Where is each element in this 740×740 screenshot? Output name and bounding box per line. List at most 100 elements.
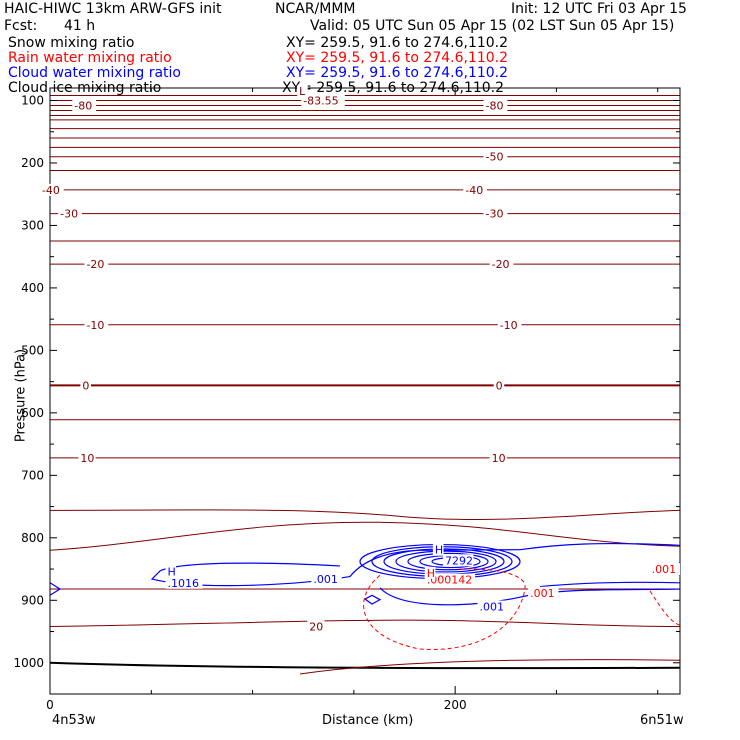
- isotherm-label-bg: [463, 183, 488, 196]
- isotherm-label-bg: [497, 318, 522, 331]
- isotherm-label-bg: [483, 150, 508, 163]
- rain-water-contour: [363, 568, 526, 650]
- isotherm-line: [49, 521, 681, 551]
- field-label-snow: Snow mixing ratio: [8, 35, 135, 51]
- init-time: Init: 12 UTC Fri 03 Apr 15: [511, 1, 687, 17]
- contour-labels: -80 -80-83.55L-50-40 -40-30 -30-20 -20-10 -10…: [39, 85, 681, 634]
- y-tick-label: 300: [21, 218, 44, 232]
- y-tick-label: 200: [21, 156, 44, 170]
- isotherm-label-bg: [493, 379, 505, 392]
- temperature-isotherms: [49, 94, 681, 675]
- y-tick-label: 700: [21, 468, 44, 482]
- cloud-water-contour: [49, 582, 62, 596]
- y-tick-label: 100: [21, 93, 44, 107]
- field-xy-rain: XY= 259.5, 91.6 to 274.6,110.2: [286, 50, 509, 66]
- cloud-water-contour: [363, 594, 382, 605]
- cloud-water-label: H: [435, 544, 443, 557]
- isotherm-line: [49, 509, 681, 520]
- field-xy-cloud-water: XY= 259.5, 91.6 to 274.6,110.2: [286, 65, 509, 81]
- cloud-water-contour: [150, 542, 681, 587]
- isotherm-label: -80: [74, 99, 92, 112]
- isotherm-label: L: [299, 85, 306, 98]
- org-label: NCAR/MMM: [275, 1, 356, 17]
- isotherm-label: -20: [86, 258, 104, 271]
- isotherm-label-bg: [84, 318, 109, 331]
- x-endpoint-right: 6n51w: [640, 713, 684, 728]
- cloud-water-label: .1016: [167, 577, 199, 590]
- isotherm-label-bg: [58, 207, 82, 220]
- cloud-water-label: 7292: [445, 554, 473, 567]
- y-tick-label: 1000: [13, 656, 44, 670]
- cloud-water-contour: [407, 552, 489, 571]
- field-xy-snow: XY= 259.5, 91.6 to 274.6,110.2: [286, 35, 509, 51]
- x-endpoint-left: 4n53w: [52, 713, 96, 728]
- rain-water-label: .001: [652, 563, 677, 576]
- isotherm-label-bg: [483, 99, 508, 112]
- y-tick-label: 600: [21, 406, 44, 420]
- isotherm-label-bg: [301, 94, 345, 107]
- y-tick-label: 900: [21, 593, 44, 607]
- forecast-hours: 41 h: [64, 18, 96, 34]
- chart-title: HAIC-HIWC 13km ARW-GFS init: [4, 1, 222, 17]
- isotherm-label-bg: [39, 183, 64, 196]
- cloud-water-label: .001: [479, 601, 504, 614]
- x-tick-label: 0: [46, 698, 54, 712]
- cloud-water-contour: [379, 587, 681, 606]
- isotherm-label-bg: [297, 85, 308, 98]
- isotherm-label-bg: [84, 258, 109, 271]
- isotherm-label: 0: [82, 379, 89, 392]
- isotherm-label: -30: [486, 208, 504, 221]
- surface-line: [49, 661, 681, 670]
- field-label-cloud-water: Cloud water mixing ratio: [8, 65, 181, 81]
- isotherm-label: 10: [492, 452, 506, 465]
- isotherm-label: -20: [492, 258, 510, 271]
- isotherm-label: -40: [42, 184, 60, 197]
- y-tick-label: 800: [21, 531, 44, 545]
- cloud-water-label: .001: [313, 573, 338, 586]
- isotherm-label-bg: [80, 379, 92, 392]
- isotherm-label: 10: [80, 452, 94, 465]
- cloud-water-label-bg: [443, 554, 474, 567]
- isotherm-label-bg: [489, 451, 507, 464]
- x-axis-title: Distance (km): [322, 713, 414, 728]
- cloud-water-label: H: [167, 566, 175, 579]
- rain-water-label-bg: [424, 566, 436, 579]
- cloud-water-contour: [159, 562, 341, 572]
- isotherm-label-bg: [72, 99, 97, 112]
- x-tick-label: 200: [444, 698, 467, 712]
- isotherm-line: [49, 619, 681, 628]
- rain-water-label-bg: [528, 586, 559, 599]
- isotherm-label: -10: [86, 319, 104, 332]
- cloud-water-contour: [539, 581, 681, 588]
- isotherm-label-bg: [489, 258, 514, 271]
- cloud-water-label-bg: [477, 600, 508, 613]
- isotherm-label-bg: [483, 207, 508, 220]
- cloud-and-rain-contours: [49, 542, 681, 650]
- isotherm-label: -40: [465, 184, 483, 197]
- isotherm-label-bg: [307, 620, 325, 633]
- cloud-water-label-bg: [165, 565, 177, 578]
- field-label-rain: Rain water mixing ratio: [8, 50, 172, 66]
- cloud-water-contour: [395, 550, 497, 573]
- isotherm-line: [299, 659, 681, 675]
- cloud-water-label-bg: [432, 543, 444, 556]
- isotherm-label: -83.55: [303, 94, 338, 107]
- plot-frame: [49, 87, 681, 695]
- isotherm-label-bg: [78, 451, 96, 464]
- cloud-water-label-bg: [165, 576, 203, 589]
- y-tick-label: 400: [21, 281, 44, 295]
- cloud-water-label-bg: [311, 573, 342, 586]
- isotherm-label: 20: [309, 621, 323, 634]
- forecast-label: Fcst:: [4, 18, 38, 34]
- valid-time: Valid: 05 UTC Sun 05 Apr 15 (02 LST Sun …: [310, 18, 675, 34]
- rain-water-label: .001: [530, 587, 555, 600]
- rain-water-label-bg: [649, 563, 681, 576]
- isotherm-label: 0: [496, 379, 503, 392]
- isotherm-label: -50: [486, 151, 504, 164]
- rain-water-label: .000142: [427, 574, 473, 587]
- isotherm-label: -80: [486, 99, 504, 112]
- isotherm-label: -30: [60, 208, 78, 221]
- rain-water-label-bg: [424, 573, 475, 586]
